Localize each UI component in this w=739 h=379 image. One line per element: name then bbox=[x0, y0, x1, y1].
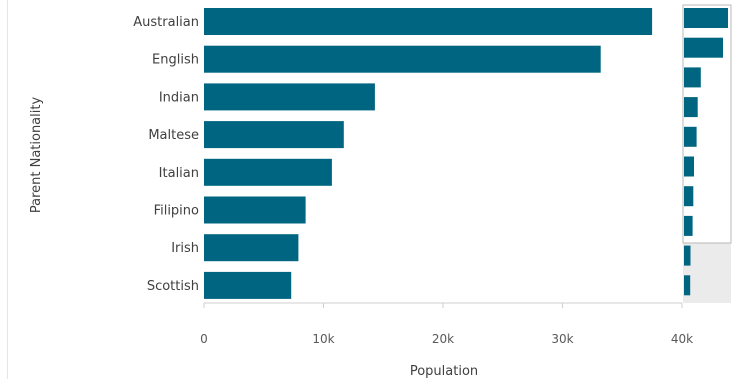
minimap-bar bbox=[684, 97, 698, 118]
minimap-bar bbox=[684, 67, 701, 88]
bar-indian[interactable] bbox=[204, 83, 375, 111]
x-tick-label: 10k bbox=[312, 332, 334, 346]
minimap-bar bbox=[684, 245, 691, 266]
category-label-irish: Irish bbox=[171, 241, 199, 256]
minimap-bar bbox=[684, 37, 723, 58]
category-label-scottish: Scottish bbox=[147, 279, 199, 294]
x-tick-label: 0 bbox=[200, 332, 208, 346]
minimap-bars bbox=[684, 8, 728, 296]
bar-scottish[interactable] bbox=[204, 271, 292, 299]
bar-australian[interactable] bbox=[204, 8, 653, 35]
category-labels: Australian English Indian Maltese Italian Fil… bbox=[133, 15, 199, 294]
category-label-italian: Italian bbox=[159, 166, 199, 181]
x-axis-title: Population bbox=[410, 364, 478, 379]
bar-maltese[interactable] bbox=[204, 121, 344, 149]
x-axis-ticks: 0 10k 20k 30k 40k bbox=[200, 303, 693, 346]
minimap-bar bbox=[684, 156, 694, 177]
bar-english[interactable] bbox=[204, 45, 601, 73]
bars-group bbox=[204, 8, 653, 299]
bar-filipino[interactable] bbox=[204, 196, 306, 224]
minimap-bar bbox=[684, 186, 694, 207]
category-label-maltese: Maltese bbox=[148, 128, 199, 143]
minimap-bar bbox=[684, 8, 728, 28]
bar-irish[interactable] bbox=[204, 234, 299, 262]
category-label-indian: Indian bbox=[159, 90, 199, 105]
x-tick-label: 40k bbox=[671, 332, 693, 346]
x-tick-label: 30k bbox=[551, 332, 573, 346]
category-label-australian: Australian bbox=[133, 15, 199, 30]
panel-divider bbox=[7, 0, 8, 379]
minimap-bar bbox=[684, 126, 697, 147]
category-label-english: English bbox=[152, 53, 199, 68]
category-label-filipino: Filipino bbox=[154, 204, 199, 219]
y-axis-title: Parent Nationality bbox=[29, 97, 44, 214]
x-tick-label: 20k bbox=[432, 332, 454, 346]
minimap-scrollbar[interactable] bbox=[682, 4, 732, 303]
minimap-bar bbox=[684, 215, 693, 236]
minimap-bar bbox=[684, 275, 691, 296]
bar-italian[interactable] bbox=[204, 158, 332, 186]
